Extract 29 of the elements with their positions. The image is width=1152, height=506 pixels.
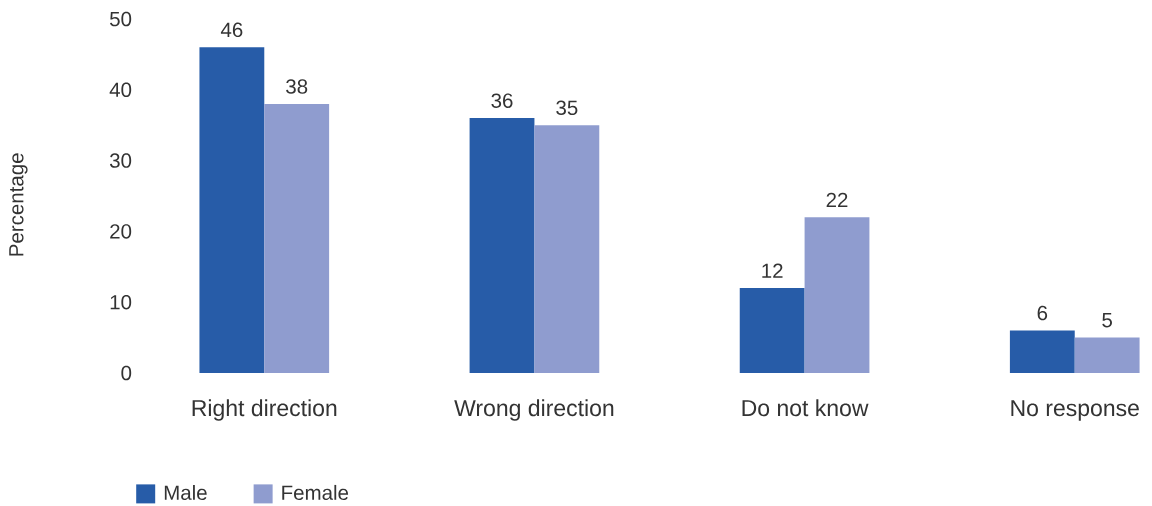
data-label: 5 [1102, 313, 1112, 328]
data-label: 38 [286, 79, 308, 94]
bar [1074, 337, 1140, 373]
y-tick-label: 10 [110, 294, 132, 310]
data-label: 36 [491, 93, 513, 108]
x-tick-label: Wrong direction [454, 399, 614, 421]
x-tick-label: Do not know [742, 399, 869, 417]
bar [739, 288, 805, 373]
y-tick-label: 30 [109, 153, 132, 168]
x-tick-label: Right direction [192, 399, 337, 421]
y-tick-label: 40 [109, 82, 132, 98]
x-tick-label: No response [1011, 400, 1139, 421]
bar [199, 47, 265, 373]
data-label: 46 [220, 22, 243, 38]
legend-label: Male [164, 484, 207, 500]
y-tick-label: 50 [109, 11, 132, 27]
data-label: 35 [556, 100, 578, 115]
bar [264, 103, 330, 373]
bar [469, 118, 535, 373]
legend-label: Female [282, 484, 349, 500]
data-label: 6 [1037, 305, 1048, 321]
data-label: 12 [762, 263, 783, 278]
data-label: 22 [826, 192, 848, 208]
bar [534, 125, 600, 373]
bar [804, 217, 870, 373]
y-tick-label: 0 [121, 365, 132, 381]
y-tick-label: 20 [110, 224, 132, 239]
y-axis-title: Percentage [9, 153, 28, 256]
bar [1009, 330, 1075, 373]
